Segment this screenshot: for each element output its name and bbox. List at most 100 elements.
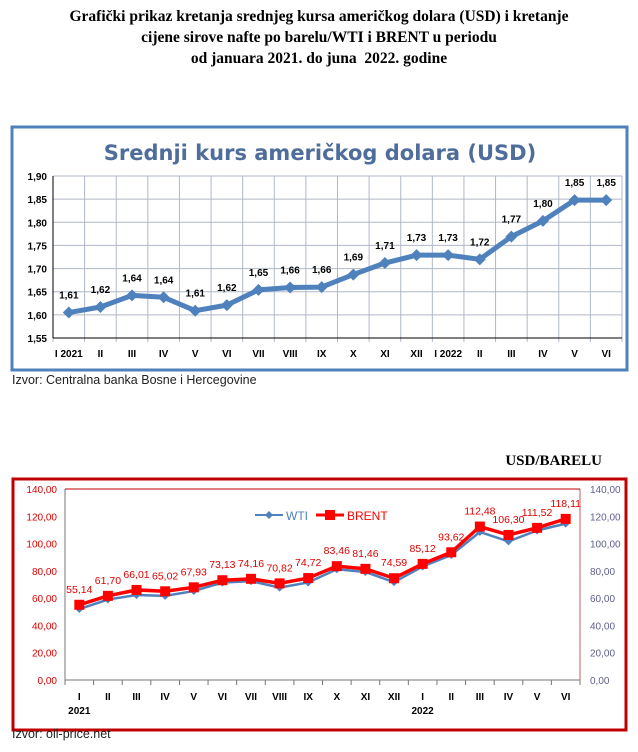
x-tick-label: VII <box>252 349 264 360</box>
x-tick-label: X <box>350 349 357 360</box>
usd-point <box>347 268 360 281</box>
data-label: 74,16 <box>238 558 264 570</box>
data-label: 1,77 <box>502 215 522 226</box>
brent-point <box>331 561 342 572</box>
page-heading: Grafički prikaz kretanja srednjeg kursa … <box>0 6 638 69</box>
usd-point <box>442 249 455 262</box>
data-label: 61,70 <box>95 575 121 587</box>
usd-point <box>157 291 170 304</box>
x-tick-label: I 2021 <box>55 349 83 360</box>
brent-point <box>245 573 256 584</box>
brent-point <box>474 521 485 532</box>
heading-line: Grafički prikaz kretanja srednjeg kursa … <box>69 8 569 25</box>
x-tick-label: II <box>448 692 454 703</box>
data-label: 85,12 <box>409 543 435 555</box>
y-tick-label: 1,80 <box>28 218 48 229</box>
brent-point <box>360 563 371 574</box>
year-label: 2021 <box>68 706 91 717</box>
oil-chart-frame <box>11 477 628 732</box>
usd-point <box>536 214 549 227</box>
x-tick-label: I <box>421 692 424 703</box>
x-tick-label: IV <box>538 349 548 360</box>
x-tick-label: III <box>132 692 141 703</box>
data-label: 67,93 <box>181 566 207 578</box>
data-label: 73,13 <box>209 559 235 571</box>
x-tick-label: II <box>477 349 483 360</box>
data-label: 112,48 <box>464 506 495 518</box>
usd-point <box>600 194 613 207</box>
data-label: 1,73 <box>407 233 427 244</box>
data-label: 1,66 <box>280 266 300 277</box>
x-tick-label: III <box>507 349 516 360</box>
brent-point <box>131 584 142 595</box>
y-tick-label-left: 120,00 <box>26 512 57 523</box>
x-tick-label: XII <box>410 349 422 360</box>
x-tick-label: X <box>333 692 340 703</box>
y-tick-label: 1,55 <box>28 334 48 345</box>
data-label: 93,62 <box>438 531 464 543</box>
y-tick-label-left: 0,00 <box>38 676 58 687</box>
data-label: 106,30 <box>492 514 524 526</box>
x-tick-label: VIII <box>283 349 298 360</box>
brent-point <box>503 529 514 540</box>
x-tick-label: IV <box>159 349 169 360</box>
data-label: 1,61 <box>186 289 206 300</box>
y-tick-label-right: 0,00 <box>590 676 610 687</box>
legend-wti-marker <box>265 511 273 519</box>
x-tick-label: II <box>105 692 111 703</box>
data-label: 1,71 <box>375 241 395 252</box>
y-tick-label-left: 100,00 <box>26 540 57 551</box>
data-label: 1,72 <box>470 237 490 248</box>
y-tick-label: 1,60 <box>28 311 48 322</box>
usd-point <box>410 249 423 262</box>
year-label: 2022 <box>412 706 435 717</box>
legend-brent-label: BRENT <box>347 509 388 523</box>
data-label: 74,72 <box>295 557 321 569</box>
y-tick-label-left: 60,00 <box>32 594 57 605</box>
data-label: 118,11 <box>550 498 581 510</box>
data-label: 1,66 <box>312 265 332 276</box>
x-tick-label: I 2022 <box>434 349 462 360</box>
usd-point <box>284 281 297 294</box>
y-tick-label: 1,75 <box>28 241 48 252</box>
usd-point <box>62 306 75 319</box>
data-label: 70,82 <box>266 562 292 574</box>
usd-point <box>315 281 328 294</box>
usd-point <box>189 304 202 317</box>
x-tick-label: IX <box>317 349 327 360</box>
data-label: 1,80 <box>533 199 553 210</box>
usd-point <box>568 194 581 207</box>
x-tick-label: VI <box>222 349 232 360</box>
x-tick-label: II <box>98 349 104 360</box>
x-tick-label: I <box>78 692 81 703</box>
brent-point <box>217 575 228 586</box>
data-label: 81,46 <box>352 548 378 560</box>
data-label: 1,62 <box>91 285 111 296</box>
y-tick-label-left: 20,00 <box>32 649 57 660</box>
x-tick-label: VIII <box>272 692 287 703</box>
data-label: 1,62 <box>217 283 237 294</box>
x-tick-label: IX <box>303 692 313 703</box>
data-label: 1,73 <box>438 233 458 244</box>
data-label: 74,59 <box>381 557 407 569</box>
usd-chart-title: Srednji kurs američkog dolara (USD) <box>104 141 536 165</box>
x-tick-label: VI <box>218 692 228 703</box>
y-tick-label-left: 80,00 <box>32 567 57 578</box>
x-tick-label: VI <box>561 692 571 703</box>
usd-point <box>473 253 486 266</box>
x-tick-label: IV <box>160 692 170 703</box>
y-tick-label-right: 120,00 <box>590 512 621 523</box>
data-label: 55,14 <box>66 584 92 596</box>
y-tick-label: 1,65 <box>28 288 48 299</box>
usd-point <box>505 230 518 243</box>
usd-source: Izvor: Centralna banka Bosne i Hercegovi… <box>12 373 257 387</box>
data-label: 66,01 <box>123 569 149 581</box>
usd-point <box>126 289 139 302</box>
unit-label: USD/BARELU <box>505 453 602 469</box>
x-tick-label: VII <box>245 692 257 703</box>
x-tick-label: V <box>534 692 541 703</box>
brent-point <box>389 573 400 584</box>
x-tick-label: V <box>192 349 199 360</box>
brent-point <box>274 578 285 589</box>
